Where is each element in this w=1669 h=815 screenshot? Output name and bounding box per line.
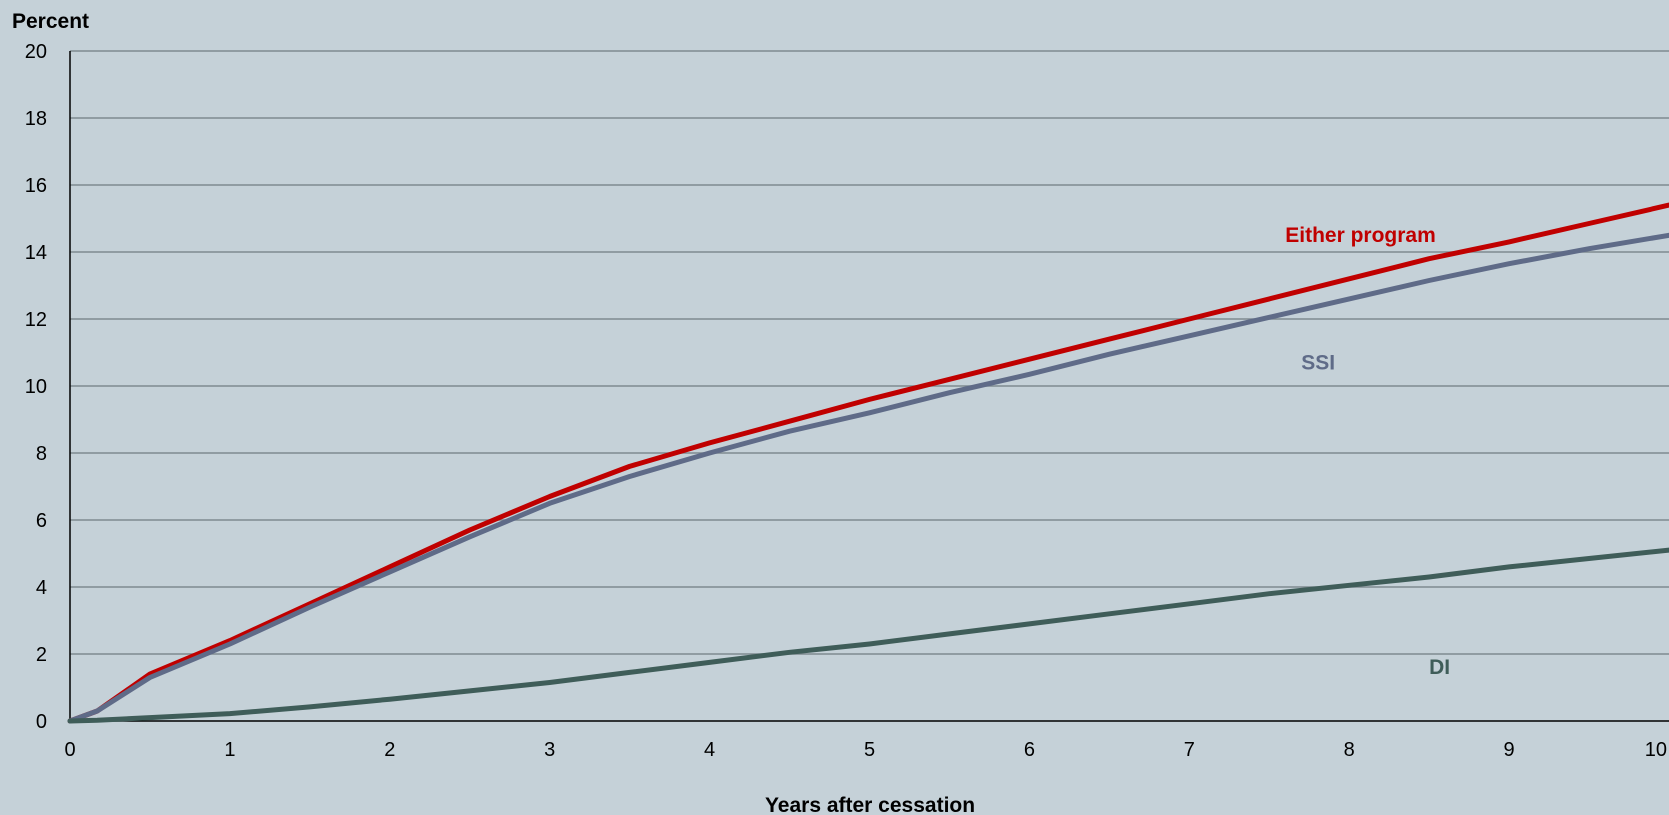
x-tick-label-1: 1 [224,739,235,761]
series-label-ssi: SSI [1301,351,1335,374]
x-tick-label-6: 6 [1024,739,1035,761]
series-line-di [67,547,1669,724]
series-line-either-program [67,202,1669,724]
y-tick-label-6: 6 [36,510,47,532]
x-tick-label-5: 5 [864,739,875,761]
gridlines [70,50,1669,655]
y-tick-label-12: 12 [25,309,47,331]
y-tick-label-10: 10 [25,376,47,398]
x-tick-label-9: 9 [1504,739,1515,761]
y-tick-label-2: 2 [36,644,47,666]
x-tick-label-3: 3 [544,739,555,761]
x-tick-label-0: 0 [64,739,75,761]
x-tick-label-2: 2 [384,739,395,761]
y-tick-label-20: 20 [25,41,47,63]
axes [69,51,1669,722]
series-label-either-program: Either program [1285,224,1436,247]
x-tick-label-7: 7 [1184,739,1195,761]
series-label-di: DI [1429,656,1450,679]
series-lines [67,202,1669,724]
series-line-ssi [67,232,1669,724]
y-axis-title: Percent [12,10,89,33]
y-tick-label-8: 8 [36,443,47,465]
y-tick-label-18: 18 [25,108,47,130]
x-tick-label-10: 10 [1645,739,1667,761]
y-tick-label-0: 0 [36,711,47,733]
y-tick-label-14: 14 [25,242,47,264]
y-tick-label-16: 16 [25,175,47,197]
x-tick-label-4: 4 [704,739,715,761]
y-tick-label-4: 4 [36,577,47,599]
x-tick-label-8: 8 [1344,739,1355,761]
x-axis-title: Years after cessation [765,794,975,815]
series-labels: Either program SSI DI [1285,224,1450,679]
